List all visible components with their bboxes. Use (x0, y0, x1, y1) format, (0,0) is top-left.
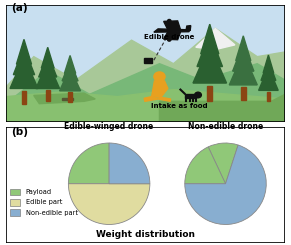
Wedge shape (68, 184, 150, 224)
Polygon shape (62, 98, 73, 100)
Polygon shape (39, 54, 57, 77)
Wedge shape (185, 145, 266, 224)
Polygon shape (68, 93, 72, 102)
Polygon shape (144, 58, 152, 62)
Polygon shape (186, 25, 191, 30)
Polygon shape (261, 61, 276, 80)
Polygon shape (241, 87, 246, 100)
Polygon shape (34, 93, 95, 104)
Polygon shape (259, 67, 278, 90)
Polygon shape (6, 5, 285, 122)
Polygon shape (263, 55, 274, 73)
Wedge shape (68, 143, 109, 184)
Polygon shape (64, 56, 76, 73)
Polygon shape (16, 39, 31, 64)
Polygon shape (6, 64, 285, 122)
Polygon shape (154, 29, 190, 32)
Circle shape (168, 38, 171, 41)
Text: Edible drone: Edible drone (144, 34, 194, 40)
Polygon shape (267, 92, 270, 101)
Polygon shape (6, 28, 285, 122)
Polygon shape (158, 97, 171, 101)
Wedge shape (208, 143, 238, 184)
Polygon shape (6, 90, 285, 122)
Circle shape (195, 92, 201, 98)
Polygon shape (159, 94, 285, 122)
Polygon shape (184, 94, 196, 98)
Polygon shape (22, 91, 26, 104)
Polygon shape (236, 36, 251, 61)
Polygon shape (207, 86, 212, 101)
Legend: Payload, Edible part, Non-edible part: Payload, Edible part, Non-edible part (9, 187, 79, 217)
Polygon shape (46, 90, 50, 101)
Text: Intake as food: Intake as food (151, 103, 207, 109)
Wedge shape (185, 147, 226, 184)
Polygon shape (41, 47, 54, 68)
Polygon shape (193, 45, 226, 83)
Polygon shape (13, 47, 35, 75)
Circle shape (154, 72, 165, 81)
Text: (a): (a) (11, 3, 27, 13)
Polygon shape (196, 28, 235, 49)
Polygon shape (152, 81, 168, 97)
Circle shape (168, 20, 171, 22)
Text: Weight distribution: Weight distribution (96, 230, 195, 239)
Polygon shape (144, 97, 158, 101)
Wedge shape (109, 143, 150, 184)
Polygon shape (229, 53, 257, 85)
Polygon shape (201, 24, 219, 54)
Polygon shape (62, 61, 78, 81)
Polygon shape (36, 61, 60, 88)
Title: Non-edible drone: Non-edible drone (188, 122, 263, 131)
Polygon shape (164, 32, 180, 40)
Polygon shape (233, 44, 254, 71)
Polygon shape (10, 56, 38, 88)
Polygon shape (197, 34, 223, 67)
Polygon shape (60, 68, 81, 91)
Title: Edible-winged drone: Edible-winged drone (65, 122, 154, 131)
Text: (b): (b) (11, 127, 28, 137)
Polygon shape (164, 21, 180, 30)
